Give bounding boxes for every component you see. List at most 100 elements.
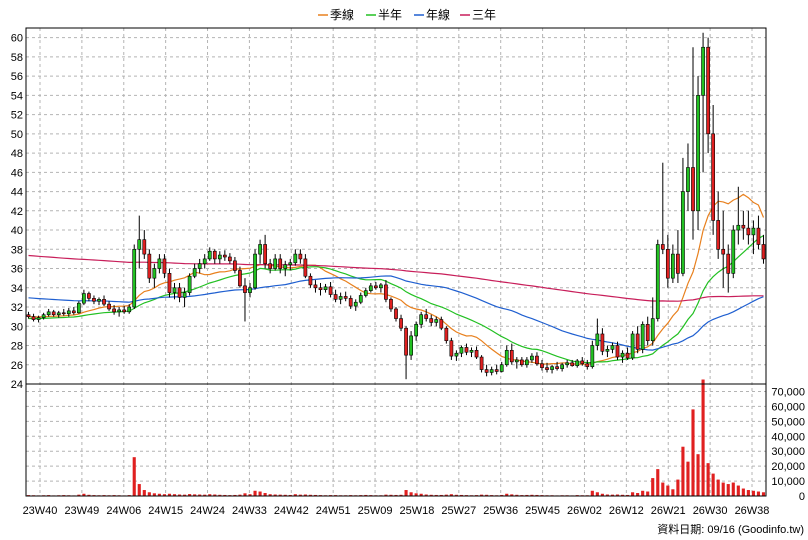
candle-body bbox=[348, 298, 353, 307]
x-tick-14: 26W12 bbox=[609, 505, 644, 517]
candle-body bbox=[671, 253, 675, 279]
price-tick-14: 32 bbox=[11, 302, 23, 314]
candle-body bbox=[620, 352, 625, 358]
axes: 60 58 56 54 52 50 48 46 44 42 40 38 36 34 32 30 28 26 24 70… bbox=[11, 33, 805, 517]
candle-body bbox=[555, 366, 559, 369]
candle-body bbox=[318, 287, 323, 291]
candle-body bbox=[615, 345, 620, 358]
candle-body bbox=[268, 263, 273, 269]
candle-body bbox=[429, 318, 434, 323]
volume-bar bbox=[444, 494, 448, 496]
candle-body bbox=[217, 254, 222, 260]
volume-bar bbox=[223, 494, 227, 496]
candle-body bbox=[686, 167, 690, 192]
volume-bar bbox=[188, 494, 192, 496]
candle-body bbox=[46, 311, 51, 316]
volume-bar bbox=[142, 490, 146, 496]
ma-line-1 bbox=[28, 235, 764, 364]
volume-bar bbox=[500, 494, 504, 496]
volume-bar bbox=[656, 469, 660, 496]
volume-bar bbox=[248, 494, 252, 496]
volume-bar bbox=[605, 494, 609, 496]
volume-bar bbox=[731, 482, 735, 496]
volume-bar bbox=[646, 491, 650, 496]
candle-body bbox=[66, 310, 71, 315]
candle-body bbox=[293, 253, 298, 264]
volume-bar bbox=[595, 492, 599, 496]
candle-body bbox=[41, 314, 46, 318]
volume-bar bbox=[172, 494, 177, 496]
candle-body bbox=[645, 324, 650, 342]
grid-lines bbox=[26, 28, 766, 496]
x-tick-10: 25W27 bbox=[441, 505, 476, 517]
candle-body bbox=[278, 258, 283, 269]
candle-body bbox=[82, 293, 86, 304]
volume-bar bbox=[721, 482, 725, 496]
candle-body bbox=[313, 284, 318, 289]
candle-body bbox=[187, 275, 192, 293]
candle-body bbox=[374, 285, 378, 289]
candle-body bbox=[736, 224, 741, 231]
volume-bar bbox=[82, 493, 86, 496]
candle-body bbox=[509, 350, 514, 363]
volume-bar bbox=[485, 494, 489, 496]
candle-body bbox=[76, 302, 81, 314]
volume-bar bbox=[208, 494, 212, 496]
candle-body bbox=[358, 295, 363, 303]
volume-bar bbox=[298, 494, 302, 496]
x-tick-0: 23W40 bbox=[23, 505, 58, 517]
candle-body bbox=[459, 347, 464, 354]
candle-body bbox=[363, 290, 368, 296]
volume-bar bbox=[157, 493, 161, 496]
volume-bar bbox=[258, 491, 262, 496]
candle-body bbox=[162, 258, 167, 274]
candle-body bbox=[414, 324, 418, 337]
candle-body bbox=[530, 355, 534, 361]
ma-line-3 bbox=[28, 254, 764, 302]
volume-bar bbox=[434, 494, 438, 496]
volume-bar bbox=[364, 494, 368, 496]
volume-bar bbox=[751, 490, 755, 496]
candle-body bbox=[192, 268, 197, 277]
volume-bar bbox=[696, 454, 700, 496]
candle-body bbox=[434, 319, 439, 323]
candlesticks bbox=[26, 32, 766, 380]
volume-bar bbox=[278, 494, 282, 496]
candle-body bbox=[288, 262, 293, 265]
volume-bar bbox=[137, 484, 141, 496]
candle-body bbox=[258, 244, 262, 255]
volume-bar bbox=[414, 493, 418, 496]
x-tick-3: 24W15 bbox=[148, 505, 183, 517]
volume-bar bbox=[162, 494, 166, 496]
volume-tick-3: 40,000 bbox=[771, 431, 805, 443]
x-tick-16: 26W30 bbox=[693, 505, 728, 517]
legend-label-2: 年線 bbox=[426, 7, 450, 22]
price-frame bbox=[25, 27, 767, 385]
volume-bar bbox=[741, 488, 745, 496]
volume-bar bbox=[238, 494, 242, 496]
candle-body bbox=[404, 327, 408, 356]
candle-body bbox=[26, 314, 31, 317]
volume-bar bbox=[454, 494, 458, 496]
volume-bar bbox=[530, 494, 534, 496]
candle-body bbox=[469, 350, 474, 353]
candle-body bbox=[585, 363, 590, 367]
volume-bar bbox=[409, 492, 413, 496]
candle-body bbox=[424, 314, 429, 319]
volume-bar bbox=[761, 492, 766, 496]
volume-bar bbox=[132, 457, 136, 496]
price-tick-9: 42 bbox=[11, 206, 23, 218]
candle-body bbox=[303, 258, 308, 277]
volume-bar bbox=[459, 494, 464, 496]
candle-body bbox=[525, 359, 529, 366]
price-tick-11: 38 bbox=[11, 244, 23, 256]
candle-body bbox=[640, 324, 645, 350]
candle-body bbox=[92, 298, 96, 302]
volume-bar bbox=[631, 492, 635, 496]
candle-body bbox=[36, 317, 41, 320]
price-tick-1: 58 bbox=[11, 52, 23, 64]
volume-bar bbox=[701, 379, 705, 496]
volume-bar bbox=[691, 409, 695, 496]
volume-tick-7: 0 bbox=[799, 491, 805, 503]
